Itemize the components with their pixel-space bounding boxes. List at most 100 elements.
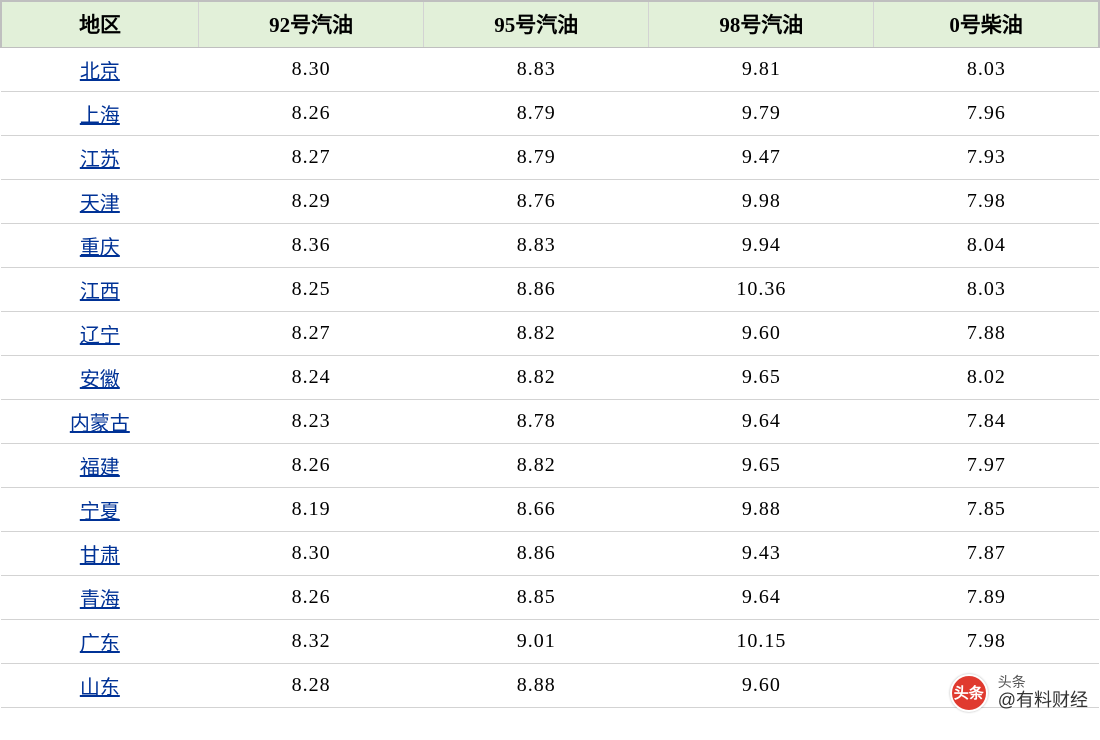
- price-cell-p98: 9.64: [649, 399, 874, 443]
- table-row: 上海8.268.799.797.96: [1, 91, 1099, 135]
- price-cell-p98: 9.60: [649, 311, 874, 355]
- price-cell-p95: 8.86: [424, 267, 649, 311]
- price-cell-p95: 9.01: [424, 619, 649, 663]
- price-cell-p98: 9.65: [649, 443, 874, 487]
- watermark: 头条 头条 @有料财经: [950, 674, 1100, 712]
- price-cell-p95: 8.66: [424, 487, 649, 531]
- price-cell-diesel: 8.02: [874, 355, 1099, 399]
- fuel-price-table: 地区 92号汽油 95号汽油 98号汽油 0号柴油 北京8.308.839.81…: [0, 0, 1100, 708]
- watermark-line1: 头条: [998, 674, 1088, 691]
- toutiao-logo-icon: 头条: [950, 674, 988, 712]
- price-cell-p98: 9.88: [649, 487, 874, 531]
- col-header-92: 92号汽油: [199, 1, 424, 47]
- price-cell-diesel: 7.88: [874, 311, 1099, 355]
- region-link[interactable]: 江苏: [1, 135, 199, 179]
- watermark-text: 头条 @有料财经: [998, 674, 1088, 712]
- region-link[interactable]: 广东: [1, 619, 199, 663]
- price-cell-p98: 9.98: [649, 179, 874, 223]
- table-row: 广东8.329.0110.157.98: [1, 619, 1099, 663]
- price-cell-p98: 10.36: [649, 267, 874, 311]
- price-cell-p92: 8.26: [199, 91, 424, 135]
- price-table: 地区 92号汽油 95号汽油 98号汽油 0号柴油 北京8.308.839.81…: [0, 0, 1100, 708]
- region-link[interactable]: 山东: [1, 663, 199, 707]
- price-cell-p98: 9.64: [649, 575, 874, 619]
- table-row: 北京8.308.839.818.03: [1, 47, 1099, 91]
- price-cell-diesel: 7.87: [874, 531, 1099, 575]
- price-cell-diesel: 7.98: [874, 619, 1099, 663]
- price-cell-diesel: 7.93: [874, 135, 1099, 179]
- table-row: 江西8.258.8610.368.03: [1, 267, 1099, 311]
- price-cell-p92: 8.36: [199, 223, 424, 267]
- price-cell-p92: 8.27: [199, 135, 424, 179]
- region-link[interactable]: 福建: [1, 443, 199, 487]
- price-cell-diesel: 7.85: [874, 487, 1099, 531]
- price-cell-p92: 8.30: [199, 47, 424, 91]
- price-cell-diesel: 7.84: [874, 399, 1099, 443]
- watermark-line2: @有料财经: [998, 690, 1088, 712]
- price-cell-p92: 8.26: [199, 575, 424, 619]
- table-row: 内蒙古8.238.789.647.84: [1, 399, 1099, 443]
- region-link[interactable]: 江西: [1, 267, 199, 311]
- table-row: 甘肃8.308.869.437.87: [1, 531, 1099, 575]
- price-cell-p95: 8.86: [424, 531, 649, 575]
- price-cell-p92: 8.28: [199, 663, 424, 707]
- table-row: 天津8.298.769.987.98: [1, 179, 1099, 223]
- price-cell-p98: 9.94: [649, 223, 874, 267]
- table-row: 辽宁8.278.829.607.88: [1, 311, 1099, 355]
- price-cell-p95: 8.76: [424, 179, 649, 223]
- price-cell-p98: 9.65: [649, 355, 874, 399]
- price-cell-p95: 8.85: [424, 575, 649, 619]
- table-header-row: 地区 92号汽油 95号汽油 98号汽油 0号柴油: [1, 1, 1099, 47]
- price-cell-p92: 8.29: [199, 179, 424, 223]
- region-link[interactable]: 辽宁: [1, 311, 199, 355]
- region-link[interactable]: 重庆: [1, 223, 199, 267]
- price-cell-p98: 10.15: [649, 619, 874, 663]
- region-link[interactable]: 青海: [1, 575, 199, 619]
- price-cell-p92: 8.25: [199, 267, 424, 311]
- price-cell-p95: 8.79: [424, 135, 649, 179]
- price-cell-p92: 8.19: [199, 487, 424, 531]
- price-cell-p92: 8.32: [199, 619, 424, 663]
- price-cell-p95: 8.83: [424, 223, 649, 267]
- col-header-region: 地区: [1, 1, 199, 47]
- price-cell-p95: 8.79: [424, 91, 649, 135]
- table-row: 江苏8.278.799.477.93: [1, 135, 1099, 179]
- price-cell-diesel: 7.89: [874, 575, 1099, 619]
- price-cell-p95: 8.88: [424, 663, 649, 707]
- price-cell-diesel: 8.04: [874, 223, 1099, 267]
- price-cell-diesel: 7.96: [874, 91, 1099, 135]
- region-link[interactable]: 天津: [1, 179, 199, 223]
- price-cell-p92: 8.23: [199, 399, 424, 443]
- price-cell-diesel: 7.98: [874, 179, 1099, 223]
- price-cell-p92: 8.27: [199, 311, 424, 355]
- price-cell-p95: 8.83: [424, 47, 649, 91]
- price-cell-p98: 9.47: [649, 135, 874, 179]
- table-row: 重庆8.368.839.948.04: [1, 223, 1099, 267]
- price-cell-p95: 8.82: [424, 311, 649, 355]
- region-link[interactable]: 宁夏: [1, 487, 199, 531]
- price-cell-p98: 9.79: [649, 91, 874, 135]
- table-row: 安徽8.248.829.658.02: [1, 355, 1099, 399]
- table-row: 山东8.288.889.60: [1, 663, 1099, 707]
- col-header-98: 98号汽油: [649, 1, 874, 47]
- region-link[interactable]: 上海: [1, 91, 199, 135]
- table-row: 宁夏8.198.669.887.85: [1, 487, 1099, 531]
- region-link[interactable]: 内蒙古: [1, 399, 199, 443]
- price-cell-p95: 8.78: [424, 399, 649, 443]
- table-row: 青海8.268.859.647.89: [1, 575, 1099, 619]
- price-cell-p92: 8.30: [199, 531, 424, 575]
- price-cell-diesel: 8.03: [874, 47, 1099, 91]
- price-cell-diesel: 8.03: [874, 267, 1099, 311]
- price-cell-p98: 9.43: [649, 531, 874, 575]
- price-cell-p98: 9.81: [649, 47, 874, 91]
- table-row: 福建8.268.829.657.97: [1, 443, 1099, 487]
- price-cell-p92: 8.24: [199, 355, 424, 399]
- region-link[interactable]: 北京: [1, 47, 199, 91]
- price-cell-diesel: 7.97: [874, 443, 1099, 487]
- price-cell-p92: 8.26: [199, 443, 424, 487]
- col-header-95: 95号汽油: [424, 1, 649, 47]
- price-cell-p98: 9.60: [649, 663, 874, 707]
- region-link[interactable]: 甘肃: [1, 531, 199, 575]
- price-cell-p95: 8.82: [424, 443, 649, 487]
- region-link[interactable]: 安徽: [1, 355, 199, 399]
